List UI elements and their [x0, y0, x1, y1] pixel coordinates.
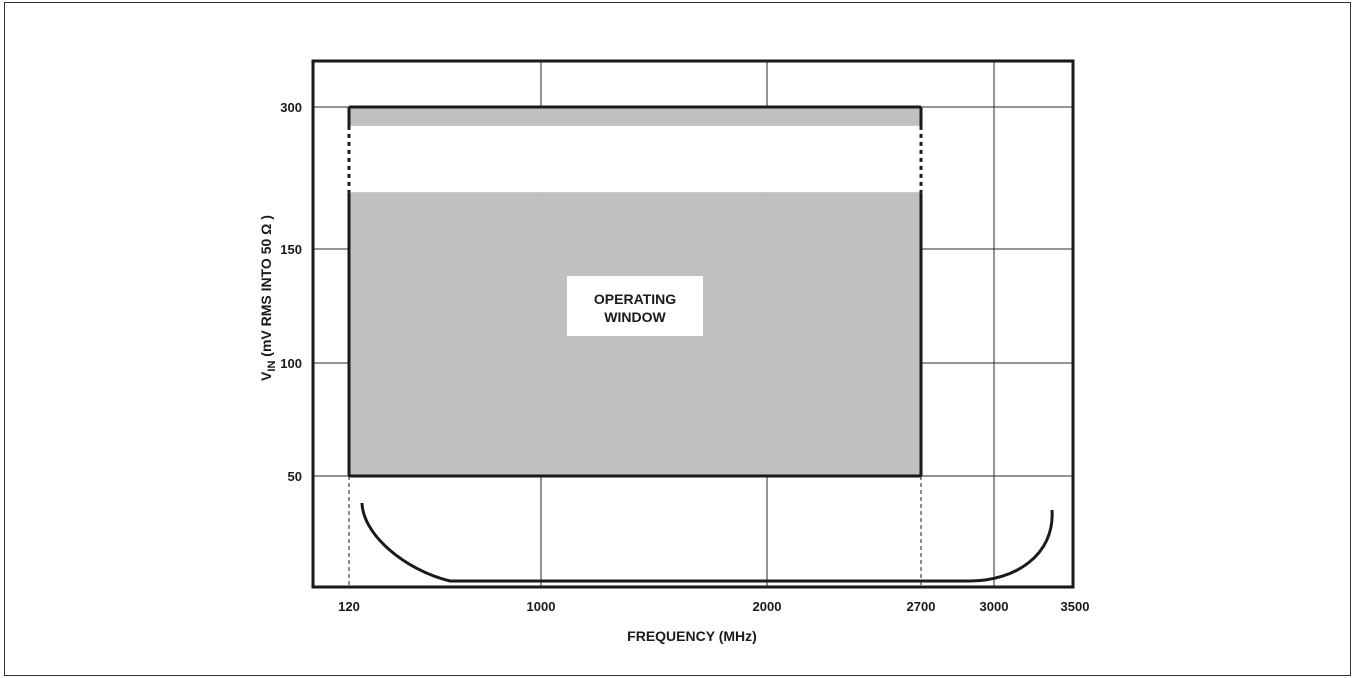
x-tick-label-2700: 2700 [907, 599, 936, 614]
sensitivity-curve [360, 502, 1054, 583]
x-tick-label-1000: 1000 [527, 599, 556, 614]
y-axis-title-main: V [258, 371, 274, 381]
y-axis-title: VIN (mV RMS INTO 50 Ω ) [258, 215, 278, 381]
plot-area-border [311, 59, 1075, 589]
window-fill-top [349, 107, 921, 126]
window-excluded-band [349, 125, 921, 193]
sensitivity-curve-line [360, 502, 1054, 583]
window-label-line-2: WINDOW [604, 309, 666, 325]
x-tick-label-120: 120 [338, 599, 360, 614]
x-tick-label-3500: 3500 [1061, 599, 1090, 614]
y-tick-label-100: 100 [280, 356, 302, 371]
y-tick-label-50: 50 [288, 469, 302, 484]
y-tick-label-150: 150 [280, 242, 302, 257]
x-tick-label-2000: 2000 [753, 599, 782, 614]
window-label: OPERATING WINDOW [567, 276, 703, 336]
y-axis-title-rest: (mV RMS INTO 50 Ω ) [258, 215, 274, 361]
y-tick-label-300: 300 [280, 100, 302, 115]
figure-frame [4, 2, 1351, 676]
operating-window [347, 105, 923, 587]
x-tick-labels: 120 1000 2000 2700 3000 3500 [338, 599, 1089, 614]
window-label-bg [567, 276, 703, 336]
y-axis-title-sub: IN [266, 361, 278, 372]
y-tick-labels: 50 100 150 300 [280, 100, 302, 484]
x-axis-title: FREQUENCY (MHz) [627, 628, 757, 644]
window-label-line-1: OPERATING [594, 291, 676, 307]
x-tick-label-3000: 3000 [980, 599, 1009, 614]
